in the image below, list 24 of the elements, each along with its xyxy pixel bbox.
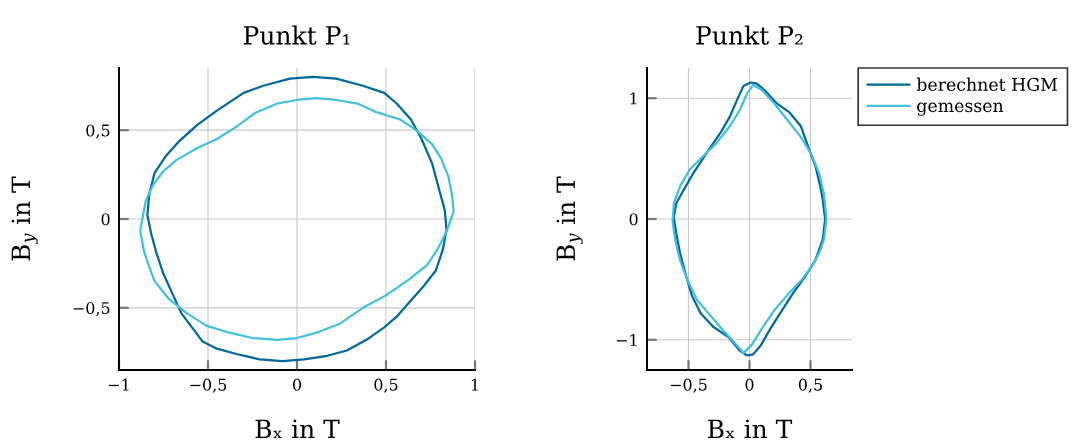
y-tick-label: 0 xyxy=(629,213,638,226)
x-tick-label: 0,5 xyxy=(374,378,398,393)
x-tick-label: 1 xyxy=(471,378,478,391)
x-tick-label: −0,5 xyxy=(670,378,707,393)
x-tick-label: 0 xyxy=(745,378,754,391)
line-series xyxy=(139,97,455,341)
x-tick-label: 0 xyxy=(292,378,302,391)
y-tick-label: 0 xyxy=(101,213,110,226)
x-axis-title: Bₓ in T xyxy=(255,419,340,439)
x-axis-title: Bₓ in T xyxy=(708,419,793,439)
legend-label: gemessen xyxy=(917,102,1004,116)
y-tick-label: −0,5 xyxy=(73,302,110,317)
chart-title: Punkt P₂ xyxy=(696,25,803,45)
line-series xyxy=(146,75,448,363)
y-tick-label: −1 xyxy=(616,334,637,346)
legend-label: berechnet HGM xyxy=(916,77,1058,91)
x-tick-label: −1 xyxy=(108,378,129,391)
y-tick-label: 1 xyxy=(630,92,637,105)
y-axis-title: B$_{y}$ in T xyxy=(556,176,583,261)
y-tick-label: 0,5 xyxy=(86,124,110,139)
y-axis-title: B$_{y}$ in T xyxy=(11,176,38,261)
x-tick-label: 0,5 xyxy=(798,378,822,393)
chart-title: Punkt P₁ xyxy=(243,25,350,45)
x-tick-label: −0,5 xyxy=(190,378,227,393)
